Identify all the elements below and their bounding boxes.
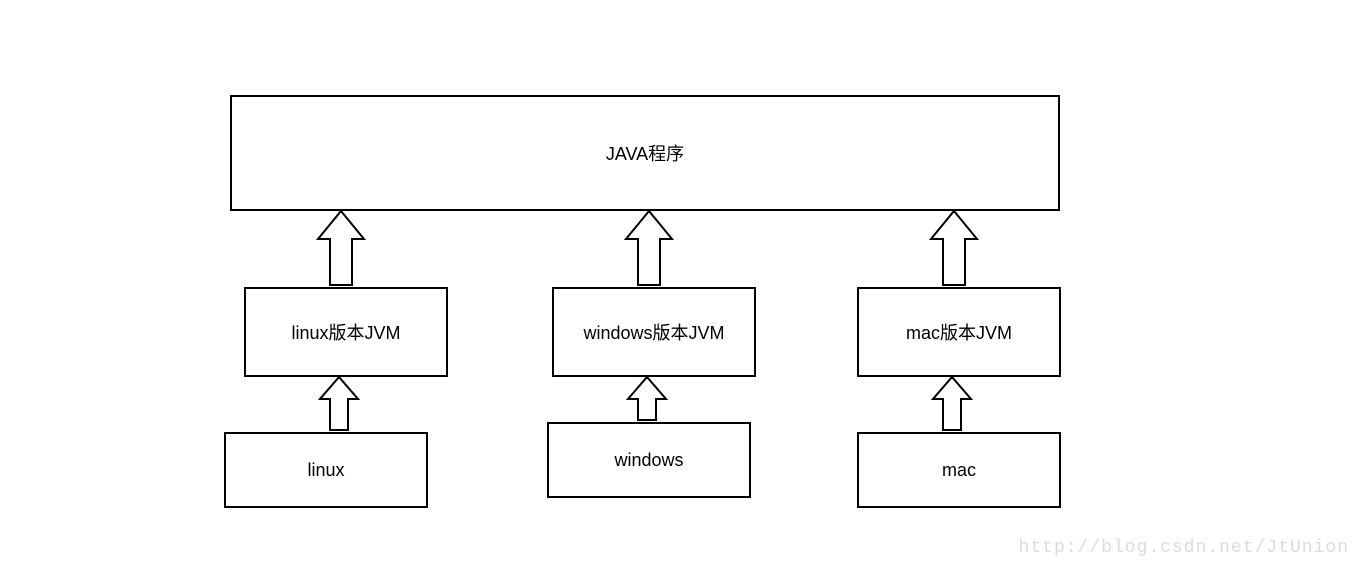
watermark-text: http://blog.csdn.net/JtUnion bbox=[1019, 538, 1349, 558]
arrow-up-icon bbox=[626, 375, 668, 422]
node-label: mac版本JVM bbox=[906, 319, 1012, 345]
node-label: windows版本JVM bbox=[583, 319, 724, 345]
node-label: linux bbox=[307, 460, 344, 481]
node-os-linux: linux bbox=[224, 432, 428, 508]
node-label: JAVA程序 bbox=[606, 140, 684, 166]
node-os-windows: windows bbox=[547, 422, 751, 498]
node-label: linux版本JVM bbox=[291, 319, 400, 345]
node-jvm-windows: windows版本JVM bbox=[552, 287, 756, 377]
arrow-up-icon bbox=[624, 209, 674, 287]
node-label: windows bbox=[614, 450, 683, 471]
arrow-up-icon bbox=[931, 375, 973, 432]
node-os-mac: mac bbox=[857, 432, 1061, 508]
node-java-program: JAVA程序 bbox=[230, 95, 1060, 211]
arrow-up-icon bbox=[316, 209, 366, 287]
node-jvm-mac: mac版本JVM bbox=[857, 287, 1061, 377]
arrow-up-icon bbox=[929, 209, 979, 287]
node-jvm-linux: linux版本JVM bbox=[244, 287, 448, 377]
node-label: mac bbox=[942, 460, 976, 481]
arrow-up-icon bbox=[318, 375, 360, 432]
